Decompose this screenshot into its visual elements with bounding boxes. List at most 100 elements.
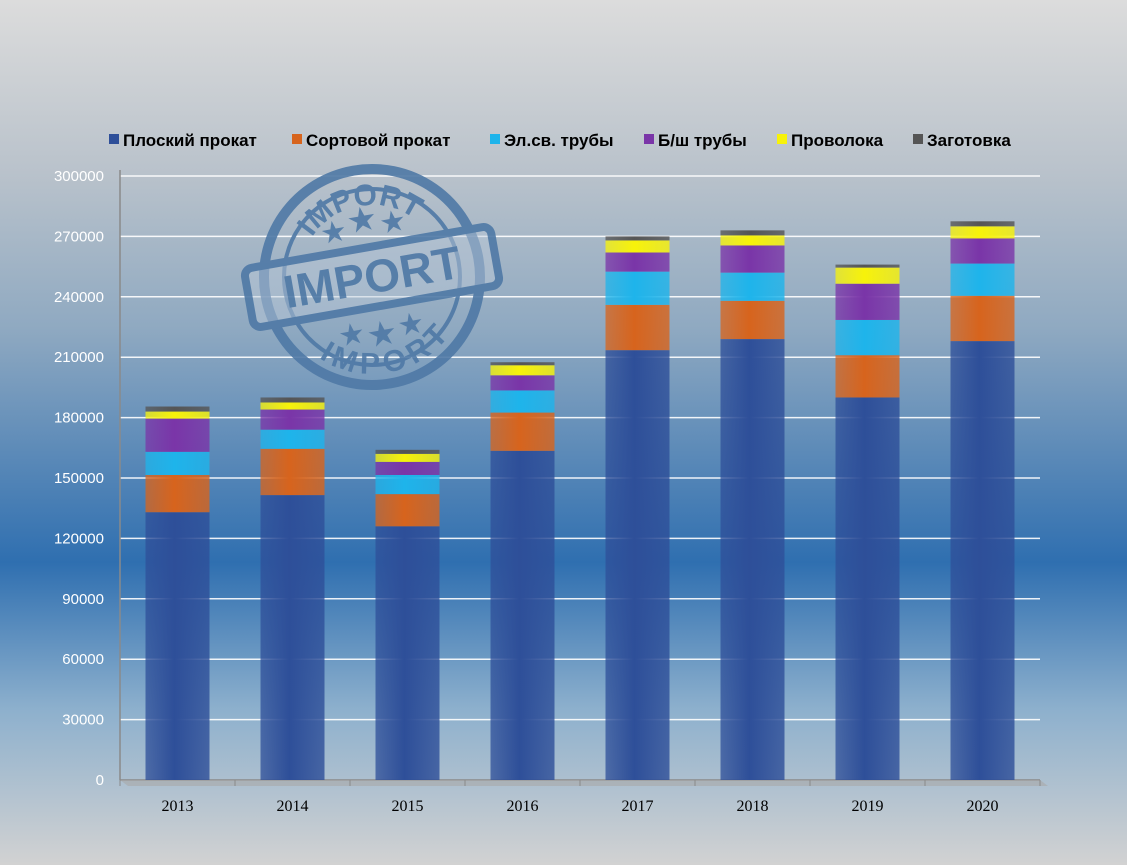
x-tick-label: 2013 <box>162 798 194 815</box>
stamp-star-icon: ★ <box>320 215 349 249</box>
bar-segment <box>375 461 440 475</box>
y-tick-label: 240000 <box>54 289 104 306</box>
bar-segment <box>490 412 555 451</box>
bar-segment <box>950 263 1015 296</box>
legend-swatch <box>490 134 500 144</box>
floor <box>120 780 1048 786</box>
bar-segment <box>375 449 440 454</box>
bar-segment <box>260 409 325 430</box>
bar-segment <box>375 526 440 780</box>
x-tick-label: 2014 <box>277 798 309 815</box>
y-tick-label: 210000 <box>54 349 104 366</box>
bar-segment <box>835 264 900 268</box>
bar-stack <box>720 230 785 780</box>
bar-segment <box>720 235 785 246</box>
legend-label: Эл.св. трубы <box>504 131 614 150</box>
stamp-star-icon: ★ <box>338 317 367 351</box>
y-tick-label: 150000 <box>54 470 104 487</box>
bar-segment <box>950 226 1015 239</box>
bar-segment <box>375 494 440 527</box>
stamp-star-icon: ★ <box>366 316 398 353</box>
bar-segment <box>260 429 325 449</box>
bar-stack <box>835 264 900 780</box>
legend-swatch <box>777 134 787 144</box>
bar-segment <box>490 450 555 780</box>
bar-segment <box>720 300 785 340</box>
bar-segment <box>375 474 440 495</box>
bar-segment <box>145 474 210 513</box>
stamp-star-icon: ★ <box>346 202 378 239</box>
legend-swatch <box>292 134 302 144</box>
bar-segment <box>260 402 325 410</box>
grid <box>120 175 1040 721</box>
y-tick-label: 120000 <box>54 530 104 547</box>
bar-segment <box>605 304 670 351</box>
bar-segment <box>145 451 210 475</box>
y-tick-label: 180000 <box>54 410 104 427</box>
bar-stack <box>490 362 555 780</box>
legend-label: Проволока <box>791 131 884 150</box>
bar-segment <box>835 397 900 780</box>
x-tick-label: 2016 <box>507 798 539 815</box>
y-tick-label: 270000 <box>54 228 104 245</box>
stamp-star-icon: ★ <box>397 307 426 341</box>
import-stamp: IMPORT IMPORT ★ ★ ★ ★ ★ ★ IMPORT <box>240 164 504 392</box>
bars <box>145 221 1015 780</box>
stamp-inner-ring <box>282 187 462 367</box>
bar-segment <box>260 397 325 403</box>
x-tick-label: 2018 <box>737 798 769 815</box>
y-tick-label: 0 <box>96 772 104 789</box>
bar-stack <box>605 236 670 780</box>
bar-segment <box>145 411 210 419</box>
bar-stack <box>375 449 440 780</box>
bar-segment <box>260 448 325 496</box>
legend: Плоский прокат Сортовой прокат Эл.св. труб… <box>109 131 1011 150</box>
legend-label: Плоский прокат <box>123 131 257 150</box>
bar-segment <box>490 365 555 376</box>
legend-label: Б/ш трубы <box>658 131 747 150</box>
y-tick-label: 60000 <box>62 651 104 668</box>
stamp-outer-ring <box>259 164 485 390</box>
bar-segment <box>950 221 1015 227</box>
bar-segment <box>950 295 1015 342</box>
bar-segment <box>835 355 900 398</box>
bar-segment <box>605 240 670 253</box>
bar-segment <box>490 390 555 413</box>
x-tick-label: 2020 <box>967 798 999 815</box>
bar-segment <box>720 272 785 301</box>
bar-segment <box>375 453 440 462</box>
legend-swatch <box>109 134 119 144</box>
bar-segment <box>950 341 1015 780</box>
bar-segment <box>145 406 210 412</box>
bar-segment <box>605 271 670 305</box>
bar-segment <box>720 245 785 273</box>
bar-segment <box>835 283 900 320</box>
legend-label: Заготовка <box>927 131 1011 150</box>
x-tick-label: 2015 <box>392 798 424 815</box>
bar-segment <box>490 362 555 366</box>
bar-segment <box>720 230 785 236</box>
bar-segment <box>605 252 670 272</box>
bar-segment <box>605 350 670 780</box>
bar-segment <box>835 267 900 284</box>
bar-segment <box>260 495 325 780</box>
bar-segment <box>835 319 900 356</box>
x-tick-label: 2017 <box>622 798 654 815</box>
stamp-banner <box>240 223 504 331</box>
bar-segment <box>145 418 210 452</box>
x-tick-label: 2019 <box>852 798 884 815</box>
legend-swatch <box>644 134 654 144</box>
bar-stack <box>260 397 325 780</box>
bar-segment <box>490 375 555 391</box>
legend-label: Сортовой прокат <box>306 131 450 150</box>
bar-segment <box>720 339 785 780</box>
bar-stack <box>145 406 210 780</box>
bar-stack <box>950 221 1015 780</box>
bar-segment <box>145 512 210 780</box>
bar-segment <box>605 236 670 241</box>
y-tick-label: 90000 <box>62 591 104 608</box>
legend-swatch <box>913 134 923 144</box>
y-tick-label: 300000 <box>54 168 104 185</box>
